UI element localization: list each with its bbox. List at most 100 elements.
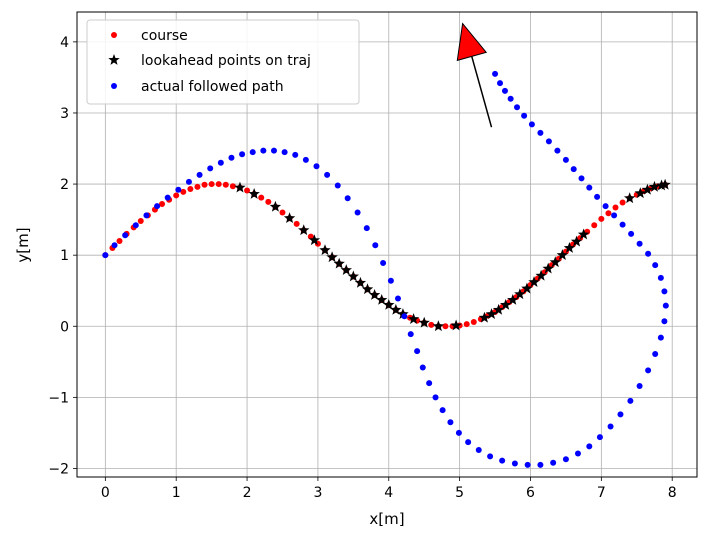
lookahead-star xyxy=(397,308,409,320)
legend-box xyxy=(86,19,360,105)
actual-path-point xyxy=(652,262,659,269)
legend-label-actual-path: actual followed path xyxy=(141,79,284,95)
actual-path-point xyxy=(154,203,161,210)
lookahead-star xyxy=(623,192,636,204)
x-tick-label: 8 xyxy=(668,485,677,501)
lookahead-star xyxy=(528,276,540,288)
actual-path-point xyxy=(554,147,561,154)
course-point xyxy=(428,321,435,328)
actual-path-point xyxy=(550,459,557,466)
y-tick-label: 3 xyxy=(60,106,69,122)
actual-path-point xyxy=(578,175,585,182)
lookahead-star xyxy=(549,256,561,268)
actual-path-point xyxy=(363,225,370,232)
actual-path-point xyxy=(249,149,256,156)
y-tick-label: −2 xyxy=(48,461,69,477)
x-tick-label: 5 xyxy=(455,485,464,501)
x-tick-label: 1 xyxy=(172,485,181,501)
lookahead-star xyxy=(507,293,519,305)
actual-path-point xyxy=(657,334,664,341)
actual-path-point xyxy=(570,166,577,173)
lookahead-star xyxy=(556,249,569,261)
actual-path-point xyxy=(652,350,659,357)
lookahead-star xyxy=(492,303,505,315)
actual-path-point xyxy=(545,138,552,145)
actual-path-point xyxy=(260,147,267,154)
y-tick-label: −1 xyxy=(48,390,69,406)
course-point xyxy=(159,200,166,207)
legend-marker-lookahead xyxy=(108,54,120,65)
lookahead-star xyxy=(361,283,374,295)
actual-path-point xyxy=(175,186,182,193)
course-point xyxy=(173,192,180,199)
y-tick-label: 1 xyxy=(60,248,69,264)
y-axis-label: y[m] xyxy=(14,227,32,262)
actual-path-point xyxy=(122,232,129,239)
lookahead-star xyxy=(407,313,420,325)
y-tick-label: 2 xyxy=(60,177,69,193)
actual-path-point xyxy=(619,221,626,228)
actual-path-point xyxy=(354,209,361,216)
actual-path-point xyxy=(617,411,624,418)
lookahead-star xyxy=(418,316,430,328)
course-point xyxy=(137,218,144,225)
lookahead-star xyxy=(390,303,402,315)
actual-path-point xyxy=(537,129,544,136)
actual-path-point xyxy=(465,439,472,446)
actual-path-point xyxy=(607,423,614,430)
lookahead-star xyxy=(375,293,388,305)
plot-series xyxy=(102,70,671,468)
legend-marker-course xyxy=(111,32,117,38)
course-point xyxy=(463,321,470,328)
actual-path-point xyxy=(111,242,118,249)
lookahead-star xyxy=(248,188,260,199)
lookahead-star xyxy=(542,262,554,274)
lookahead-star xyxy=(514,288,526,300)
lookahead-star xyxy=(308,234,321,246)
actual-path-point xyxy=(497,80,504,87)
actual-path-point xyxy=(661,288,668,295)
actual-path-point xyxy=(239,151,246,158)
actual-path-point xyxy=(499,457,506,464)
x-tick-label: 3 xyxy=(313,485,322,501)
actual-path-point xyxy=(302,156,309,163)
y-tick-label: 4 xyxy=(60,35,69,51)
course-point xyxy=(598,215,605,222)
actual-path-point xyxy=(228,154,235,161)
lookahead-star xyxy=(368,288,381,300)
actual-path-point xyxy=(372,242,379,249)
lookahead-star xyxy=(641,183,654,195)
actual-path-point xyxy=(407,331,414,338)
actual-path-point xyxy=(270,147,277,154)
course-point xyxy=(194,183,201,190)
actual-path-point xyxy=(662,302,669,309)
actual-path-point xyxy=(574,450,581,457)
lookahead-star xyxy=(450,319,462,331)
x-tick-label: 0 xyxy=(101,485,110,501)
course-point xyxy=(244,187,251,194)
actual-path-point xyxy=(432,394,439,401)
actual-path-point xyxy=(324,171,331,178)
actual-path-point xyxy=(475,446,482,453)
actual-path-point xyxy=(419,364,426,371)
actual-path-point xyxy=(636,382,643,389)
legend: course lookahead points on traj actual f… xyxy=(86,19,360,105)
actual-path-point xyxy=(344,195,351,202)
lookahead-star xyxy=(570,235,583,247)
axis-ticks: 0 1 2 3 4 5 6 7 8 −2 −1 0 1 2 3 4 xyxy=(48,35,676,501)
actual-path-point xyxy=(562,156,569,163)
actual-path-point xyxy=(447,419,454,426)
actual-path-point xyxy=(514,104,521,111)
lookahead-star xyxy=(333,257,345,269)
actual-path-point xyxy=(387,277,394,284)
actual-path-point xyxy=(636,240,643,247)
actual-path-point xyxy=(645,250,652,257)
actual-path-point xyxy=(207,165,214,172)
course-point xyxy=(293,220,300,227)
lookahead-star xyxy=(478,311,491,323)
lookahead-star xyxy=(577,228,590,240)
actual-path-point xyxy=(439,407,446,414)
legend-markers xyxy=(108,32,120,89)
actual-path-point xyxy=(501,87,508,94)
